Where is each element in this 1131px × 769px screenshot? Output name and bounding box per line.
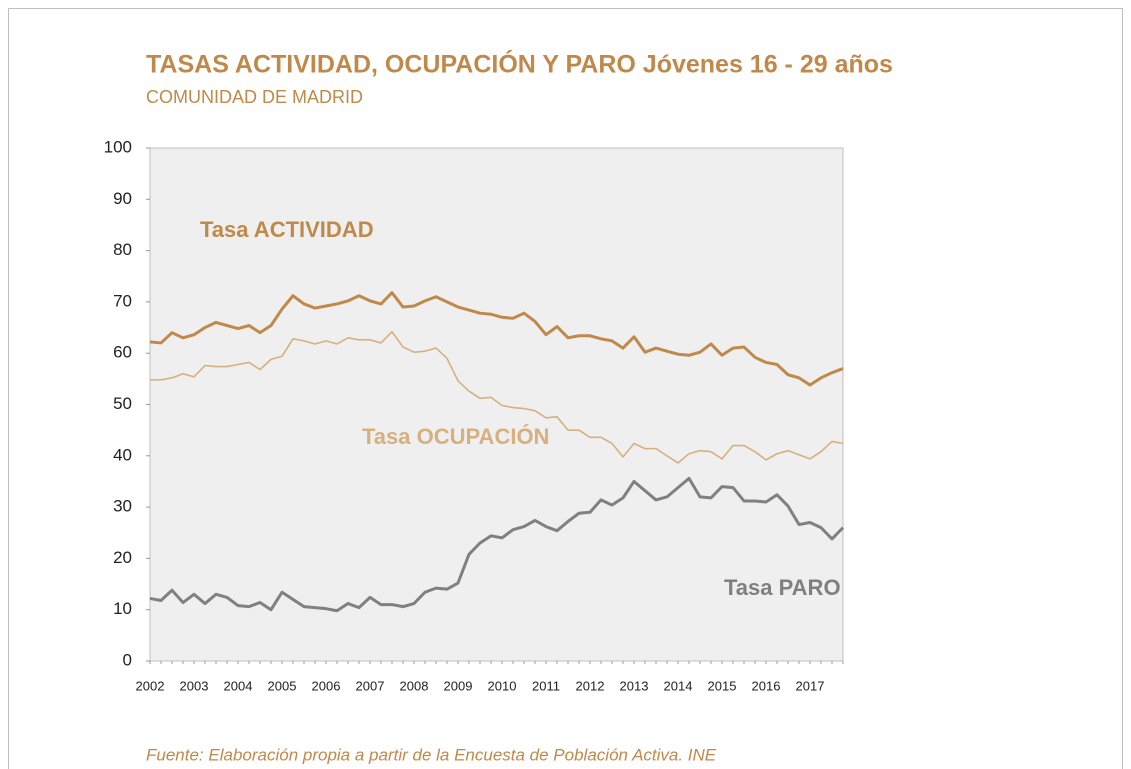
series-label: Tasa PARO xyxy=(724,575,841,600)
y-tick-label: 90 xyxy=(113,189,132,208)
plot-area xyxy=(149,147,844,662)
x-tick-label: 2014 xyxy=(664,678,693,693)
series-label: Tasa OCUPACIÓN xyxy=(362,424,549,449)
y-tick-label: 100 xyxy=(104,137,132,156)
x-tick-label: 2013 xyxy=(620,678,649,693)
series-line xyxy=(149,291,844,387)
series-line xyxy=(150,330,844,464)
x-tick-label: 2012 xyxy=(576,678,605,693)
frame xyxy=(8,8,1123,769)
y-tick-label: 20 xyxy=(113,548,132,567)
x-tick-label: 2008 xyxy=(400,678,429,693)
x-tick-label: 2004 xyxy=(224,678,253,693)
y-tick-label: 40 xyxy=(113,445,132,464)
x-tick-label: 2011 xyxy=(532,678,560,693)
source: Fuente: Elaboración propia a partir de l… xyxy=(146,745,717,764)
chart-subtitle: COMUNIDAD DE MADRID xyxy=(146,87,363,107)
series-line xyxy=(149,476,845,613)
x-tick-label: 2005 xyxy=(268,678,297,693)
x-tick-label: 2017 xyxy=(796,678,825,693)
x-tick-label: 2010 xyxy=(488,678,517,693)
y-tick-label: 60 xyxy=(113,343,132,362)
x-tick-label: 2006 xyxy=(312,678,341,693)
y-tick-label: 10 xyxy=(113,599,132,618)
x-tick-label: 2009 xyxy=(444,678,473,693)
y-tick-label: 50 xyxy=(113,394,132,413)
y-tick-label: 0 xyxy=(123,650,132,669)
x-tick-label: 2015 xyxy=(708,678,737,693)
y-tick-label: 80 xyxy=(113,240,132,259)
x-tick-label: 2003 xyxy=(180,678,209,693)
series-label: Tasa ACTIVIDAD xyxy=(200,217,374,242)
y-tick-label: 70 xyxy=(113,291,132,310)
x-tick-label: 2002 xyxy=(136,678,165,693)
chart-title: TASAS ACTIVIDAD, OCUPACIÓN Y PARO Jóvene… xyxy=(146,49,893,79)
y-tick-label: 30 xyxy=(113,497,132,516)
x-tick-label: 2007 xyxy=(356,678,385,693)
x-tick-label: 2016 xyxy=(752,678,781,693)
